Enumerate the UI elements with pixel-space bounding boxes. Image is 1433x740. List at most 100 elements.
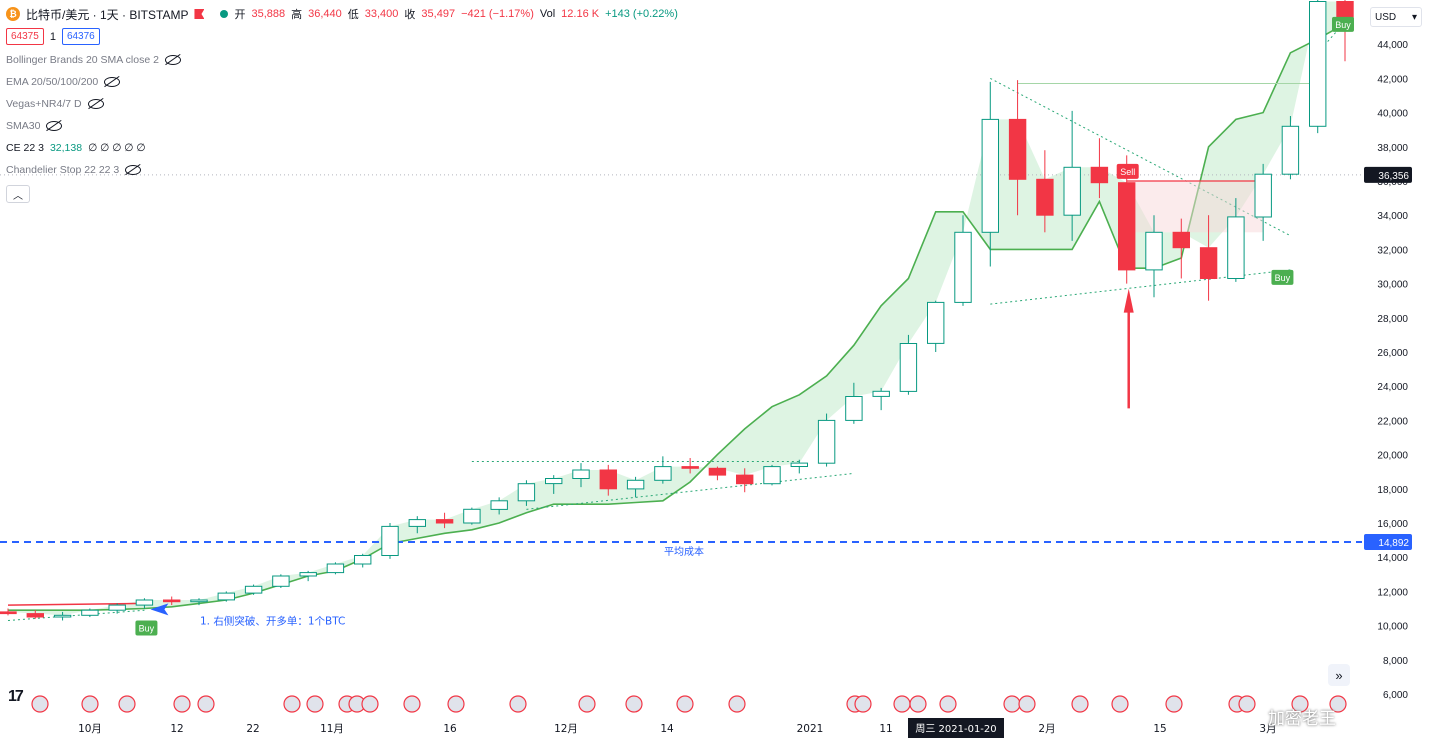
- candle-body: [244, 585, 263, 594]
- y-tick-label: 8,000: [1383, 656, 1408, 667]
- candle-body: [1063, 166, 1081, 216]
- y-tick-label: 40,000: [1377, 109, 1408, 120]
- scroll-right-button[interactable]: »: [1328, 664, 1350, 686]
- buy-label: Buy: [139, 623, 155, 633]
- ce-value: 32,138: [49, 142, 83, 154]
- x-tick-label: 14: [660, 723, 674, 735]
- ask-button[interactable]: 64376: [61, 28, 100, 45]
- economic-event-icon: [893, 695, 911, 713]
- candle-body: [517, 483, 536, 502]
- candle-body: [681, 466, 699, 469]
- y-tick-label: 16,000: [1377, 519, 1408, 530]
- candle-body: [53, 614, 72, 618]
- sell-label-bg: [1116, 163, 1139, 179]
- market-status-icon: [220, 10, 229, 18]
- candle-body: [217, 592, 236, 601]
- entry-arrow-icon: [150, 603, 169, 616]
- close-value: 35,497: [421, 8, 456, 20]
- vol-value: 12.16 K: [561, 8, 600, 20]
- candle-body: [817, 419, 836, 464]
- candle-body: [0, 611, 17, 615]
- bid-button[interactable]: 64375: [6, 28, 44, 45]
- flag-icon[interactable]: [194, 9, 205, 19]
- close-label: 收: [404, 9, 416, 21]
- axes-layer: 6,000 8,000 10,000 12,000 14,000 16,000 18,000…: [31, 40, 1412, 738]
- spread-value: 1: [49, 30, 56, 43]
- eye-hidden-icon[interactable]: [87, 99, 104, 109]
- candles-layer: [0, 0, 1354, 621]
- economic-event-icon: [1003, 695, 1021, 713]
- candle-body: [708, 467, 727, 476]
- eye-hidden-icon[interactable]: [104, 77, 121, 87]
- candle-body: [490, 500, 508, 510]
- economic-event-icon: [939, 695, 957, 713]
- chevron-up-icon: ︿: [13, 190, 23, 202]
- economic-event-icon: [909, 695, 927, 713]
- economic-event-icon: [81, 695, 99, 713]
- candle-body: [108, 604, 126, 611]
- indicator-ema[interactable]: EMA 20/50/100/200: [6, 71, 678, 93]
- indicator-ce[interactable]: CE 22 3 32,138 ∅ ∅ ∅ ∅ ∅: [6, 137, 678, 159]
- candle-body: [26, 613, 44, 618]
- sell-label: Sell: [1120, 167, 1135, 177]
- economic-event-icon: [1071, 695, 1089, 713]
- y-tick-label: 24,000: [1377, 382, 1408, 393]
- ohlc-line: ₿ 比特币/美元 · 1天 · BITSTAMP 开 35,888 高 36,440…: [6, 4, 678, 24]
- candle-body: [736, 474, 754, 485]
- trendline-dotted: [990, 77, 1291, 237]
- y-tick-label: 44,000: [1377, 40, 1408, 51]
- indicator-sma30[interactable]: SMA30: [6, 115, 678, 137]
- watermark: 加密老王: [1268, 709, 1336, 728]
- candle-body: [845, 396, 863, 421]
- avg-cost-label: 平均成本: [664, 545, 704, 558]
- currency-select[interactable]: USD ▾: [1370, 7, 1422, 27]
- y-tick-label: 32,000: [1377, 245, 1408, 256]
- eye-hidden-icon[interactable]: [164, 55, 181, 65]
- symbol-title[interactable]: 比特币/美元 · 1天 · BITSTAMP: [26, 7, 189, 22]
- guide-lines-layer: 平均成本: [0, 21, 1362, 621]
- ce-empty-values: ∅ ∅ ∅ ∅ ∅: [88, 142, 146, 154]
- candle-body: [463, 508, 481, 524]
- y-tick-label: 30,000: [1377, 280, 1408, 291]
- candle-body: [1118, 182, 1136, 271]
- candle-body: [899, 343, 918, 392]
- candle-body: [954, 231, 972, 303]
- y-tick-label: 28,000: [1377, 314, 1408, 325]
- buy-label: Buy: [1275, 273, 1291, 283]
- candle-body: [626, 479, 645, 490]
- indicator-bollinger[interactable]: Bollinger Brands 20 SMA close 2: [6, 49, 678, 71]
- low-value: 33,400: [364, 8, 399, 20]
- indicator-list: Bollinger Brands 20 SMA close 2 EMA 20/5…: [6, 49, 678, 203]
- candle-body: [1281, 125, 1300, 175]
- crosshair-date-bg: [908, 718, 1004, 738]
- trendline-dotted: [990, 269, 1291, 305]
- crosshair-date-label: 周三 2021-01-20: [915, 723, 996, 735]
- eye-hidden-icon[interactable]: [125, 165, 142, 175]
- economic-event-icon: [306, 695, 324, 713]
- economic-event-icon: [197, 695, 215, 713]
- avg-price-tag: 14,892: [1378, 538, 1409, 549]
- entry-note: 1. 右侧突破、开多单：1个BTC: [200, 615, 345, 628]
- candle-body: [1254, 173, 1272, 218]
- economic-event-icon: [31, 695, 49, 713]
- economic-event-icon: [728, 695, 746, 713]
- candle-body: [1090, 166, 1109, 184]
- collapse-indicators-button[interactable]: ︿: [6, 185, 30, 203]
- x-tick-label: 2月: [1038, 723, 1055, 735]
- candle-body: [572, 469, 590, 479]
- bitcoin-icon: ₿: [6, 7, 20, 21]
- economic-event-icon: [1291, 695, 1309, 713]
- candle-body: [1172, 231, 1190, 249]
- indicator-vegas[interactable]: Vegas+NR4/7 D: [6, 93, 678, 115]
- x-tick-label: 22: [246, 723, 259, 735]
- eye-hidden-icon[interactable]: [46, 121, 63, 131]
- candle-body: [326, 563, 345, 574]
- x-tick-label: 15: [1153, 723, 1166, 735]
- economic-event-icon: [447, 695, 465, 713]
- y-tick-label: 42,000: [1377, 74, 1408, 85]
- economic-event-icon: [1111, 695, 1129, 713]
- indicator-chandelier[interactable]: Chandelier Stop 22 22 3: [6, 159, 678, 181]
- indicator-label: Chandelier Stop 22 22 3: [6, 164, 120, 176]
- current-price-tag: 36,356: [1378, 171, 1409, 182]
